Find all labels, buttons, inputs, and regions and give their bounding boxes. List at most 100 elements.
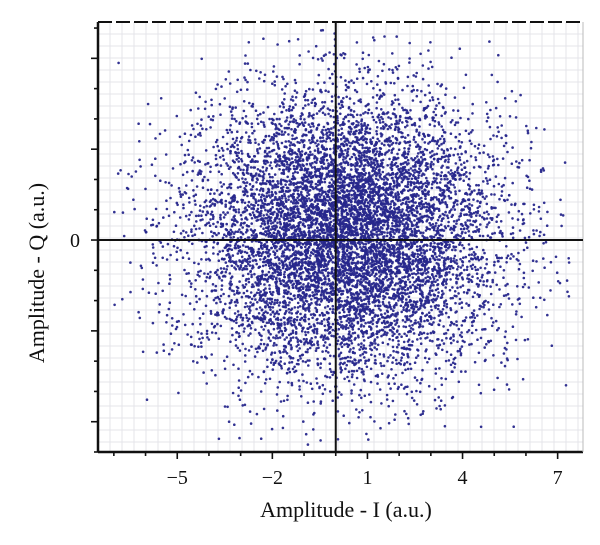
data-point xyxy=(397,148,401,151)
data-point xyxy=(383,231,386,234)
data-point xyxy=(236,346,240,350)
data-point xyxy=(268,267,272,270)
data-point xyxy=(237,379,241,382)
data-point xyxy=(426,361,429,364)
data-point xyxy=(478,214,482,217)
data-point xyxy=(363,154,366,157)
data-point xyxy=(187,257,191,261)
data-point xyxy=(449,183,453,186)
data-point xyxy=(248,264,252,267)
data-point xyxy=(276,336,280,340)
data-point xyxy=(202,371,205,374)
data-point xyxy=(200,332,203,335)
data-point xyxy=(247,334,250,337)
data-point xyxy=(369,380,373,384)
data-point xyxy=(194,91,198,94)
data-point xyxy=(284,183,287,186)
data-point xyxy=(283,98,286,101)
data-point xyxy=(346,258,350,262)
data-point xyxy=(365,155,369,158)
data-point xyxy=(419,231,423,234)
data-point xyxy=(309,313,313,316)
data-point xyxy=(234,318,238,322)
data-point xyxy=(299,324,303,327)
data-point xyxy=(239,313,243,317)
data-point xyxy=(426,319,430,322)
data-point xyxy=(121,297,124,301)
data-point xyxy=(205,332,209,336)
data-point xyxy=(285,233,288,237)
data-point xyxy=(208,276,211,280)
data-point xyxy=(244,178,247,181)
data-point xyxy=(169,196,172,200)
data-point xyxy=(262,121,265,124)
data-point xyxy=(461,284,465,287)
data-point xyxy=(459,257,462,261)
data-point xyxy=(181,173,185,177)
data-point xyxy=(464,370,467,373)
data-point xyxy=(389,117,393,120)
data-point xyxy=(496,256,499,259)
data-point xyxy=(461,264,465,267)
data-point xyxy=(400,310,404,314)
data-point xyxy=(409,109,412,112)
data-point xyxy=(386,111,390,114)
data-point xyxy=(234,151,238,155)
data-point xyxy=(237,178,240,182)
data-point xyxy=(171,324,174,327)
data-point xyxy=(416,155,419,158)
data-point xyxy=(477,295,481,299)
data-point xyxy=(448,267,452,271)
data-point xyxy=(381,230,384,234)
data-point xyxy=(399,304,403,308)
data-point xyxy=(383,153,387,156)
data-point xyxy=(227,420,231,424)
data-point xyxy=(209,188,213,191)
data-point xyxy=(412,267,416,271)
data-point xyxy=(452,339,455,342)
data-point xyxy=(339,75,343,79)
data-point xyxy=(342,117,346,121)
data-point xyxy=(191,322,194,326)
data-point xyxy=(246,305,249,308)
data-point xyxy=(254,328,257,332)
data-point xyxy=(441,308,445,311)
data-point xyxy=(529,212,532,215)
data-point xyxy=(326,121,329,125)
data-point xyxy=(445,205,449,209)
data-point xyxy=(506,341,509,345)
data-point xyxy=(279,400,283,403)
data-point xyxy=(363,350,366,354)
data-point xyxy=(222,211,225,214)
data-point xyxy=(447,257,450,261)
data-point xyxy=(151,246,155,249)
data-point xyxy=(258,306,262,309)
data-point xyxy=(395,141,398,145)
data-point xyxy=(210,98,213,102)
data-point xyxy=(394,373,398,377)
data-point xyxy=(394,315,398,318)
data-point xyxy=(415,403,419,406)
data-point xyxy=(460,301,464,304)
data-point xyxy=(476,314,479,317)
data-point xyxy=(297,359,300,362)
data-point xyxy=(430,65,434,69)
data-point xyxy=(268,150,271,154)
data-point xyxy=(262,342,266,346)
data-point xyxy=(434,222,438,225)
data-point xyxy=(376,137,380,141)
data-point xyxy=(542,257,545,260)
data-point xyxy=(179,162,182,166)
data-point xyxy=(240,295,244,299)
data-point xyxy=(517,267,521,271)
data-point xyxy=(362,158,366,162)
data-point xyxy=(259,390,263,393)
data-point xyxy=(390,222,394,225)
data-point xyxy=(435,104,438,107)
data-point xyxy=(188,201,191,204)
data-point xyxy=(189,335,193,339)
data-point xyxy=(386,164,390,167)
data-point xyxy=(371,115,375,119)
data-point xyxy=(560,224,563,228)
data-point xyxy=(299,117,303,121)
